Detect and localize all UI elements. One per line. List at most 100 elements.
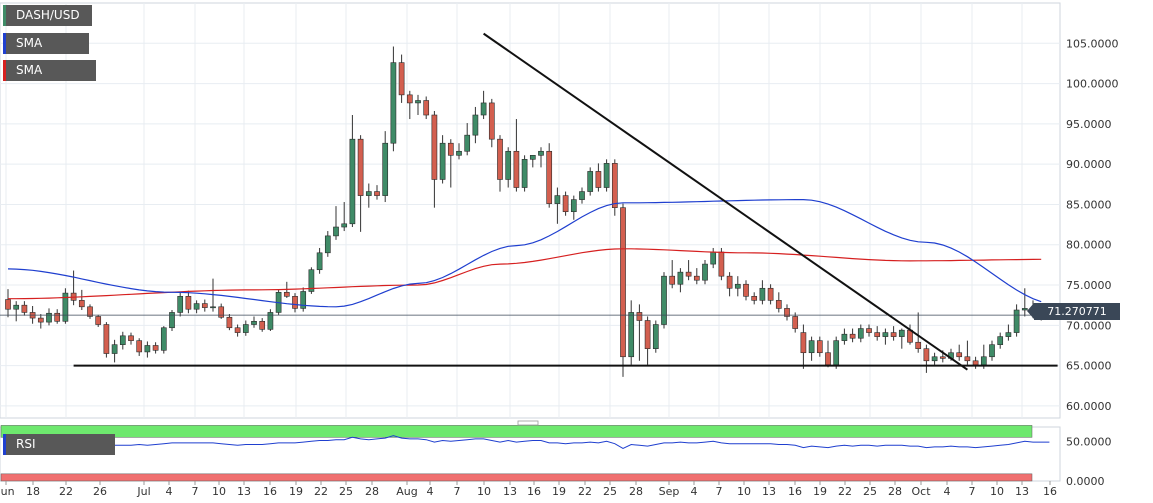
candle-body xyxy=(439,142,446,180)
rsi-legend[interactable]: RSI (14,70,30,1) xyxy=(3,434,115,472)
price-tick-label: 80.0000 xyxy=(1066,239,1112,252)
candle-body xyxy=(5,299,11,310)
time-tick-label: 22 xyxy=(838,485,852,498)
candle-body xyxy=(808,340,815,354)
candle-body xyxy=(775,300,782,309)
candle-body xyxy=(915,341,922,349)
symbol-legend[interactable]: DASH/USD xyxy=(3,5,92,26)
time-tick-label: Sep xyxy=(659,485,680,498)
last-price-badge: 71.270771 xyxy=(1027,303,1120,320)
candle-body xyxy=(661,275,667,325)
candle-body xyxy=(111,344,118,354)
candle-body xyxy=(636,312,643,321)
candle-body xyxy=(890,332,897,337)
candle-body xyxy=(316,252,323,271)
candle-body xyxy=(185,296,192,310)
candle-body xyxy=(365,191,372,196)
candle-body xyxy=(497,138,503,180)
sma50-legend[interactable]: SMA (50,0) xyxy=(3,33,89,71)
candle-body xyxy=(324,235,331,254)
candle-body xyxy=(882,332,889,337)
candle-body xyxy=(103,324,110,354)
time-tick-label: 13 xyxy=(1015,485,1029,498)
time-tick-label: 28 xyxy=(888,485,902,498)
candle-body xyxy=(234,327,241,333)
time-tick-label: 4 xyxy=(166,485,173,498)
candle-body xyxy=(349,138,356,225)
time-tick-label: 16 xyxy=(788,485,802,498)
candle-body xyxy=(874,332,881,337)
candle-body xyxy=(923,348,930,362)
time-tick-label: 25 xyxy=(339,485,353,498)
candle-body xyxy=(431,114,438,180)
candle-body xyxy=(128,335,134,341)
rsi-label: RSI (14,70,30,1) xyxy=(16,437,91,472)
rsi-tick-label: 0.0000 xyxy=(1066,475,1105,488)
candle-body xyxy=(562,195,569,213)
price-tick-label: 95.0000 xyxy=(1066,118,1112,131)
plot-area xyxy=(0,2,1061,419)
time-tick-label: Jun xyxy=(0,485,15,498)
rsi-zone xyxy=(0,425,1033,438)
trendline xyxy=(483,32,968,371)
candle-body xyxy=(259,321,266,330)
candle-body xyxy=(464,134,471,152)
candle-body xyxy=(644,320,651,349)
candle-body xyxy=(792,316,799,329)
candle-body xyxy=(866,328,872,333)
candle-body xyxy=(177,296,184,313)
time-tick-label: 19 xyxy=(813,485,827,498)
candle-body xyxy=(726,275,733,289)
time-tick-label: 4 xyxy=(427,485,434,498)
candle-body xyxy=(398,62,405,96)
time-tick-label: 22 xyxy=(578,485,592,498)
trendlines xyxy=(73,32,1058,371)
time-tick-label: 16 xyxy=(527,485,541,498)
candle-body xyxy=(1013,309,1020,333)
candle-body xyxy=(898,329,905,337)
candle-body xyxy=(554,195,561,204)
candle-body xyxy=(95,316,102,325)
candle-body xyxy=(251,321,257,325)
sma100-swatch xyxy=(3,60,6,81)
last-price-value: 71.270771 xyxy=(1047,305,1107,318)
candle-body xyxy=(382,142,389,196)
candle-body xyxy=(1005,332,1012,337)
rsi-tick-label: 50.0000 xyxy=(1066,435,1112,448)
time-tick-label: 16 xyxy=(1043,485,1057,498)
candle-body xyxy=(825,352,831,366)
sma50-line xyxy=(7,199,1042,308)
panel-splitter-handle xyxy=(517,420,539,426)
candle-body xyxy=(620,207,626,358)
time-tick-label: 19 xyxy=(552,485,566,498)
price-tick-label: 105.0000 xyxy=(1066,37,1119,50)
time-tick-label: 13 xyxy=(503,485,517,498)
time-tick-label: 10 xyxy=(212,485,226,498)
sma100-legend[interactable]: SMA (100,0) xyxy=(3,60,96,98)
candle-body xyxy=(538,150,544,156)
candle-body xyxy=(62,292,69,322)
candle-body xyxy=(710,251,717,265)
candle-body xyxy=(546,150,553,204)
candle-body xyxy=(201,303,208,308)
candle-body xyxy=(300,291,307,309)
time-tick-label: 25 xyxy=(863,485,877,498)
candle-body xyxy=(964,356,971,362)
time-tick-label: 19 xyxy=(289,485,303,498)
time-tick-label: 26 xyxy=(93,485,107,498)
price-tick-label: 65.0000 xyxy=(1066,360,1112,373)
candle-body xyxy=(333,226,339,237)
time-tick-label: 4 xyxy=(691,485,698,498)
time-tick-label: 10 xyxy=(990,485,1004,498)
candle-body xyxy=(505,150,512,180)
candle-body xyxy=(800,332,807,354)
candle-body xyxy=(751,296,758,301)
candle-body xyxy=(702,263,708,281)
candle-body xyxy=(513,150,520,188)
candle-body xyxy=(78,300,85,308)
time-tick-label: 7 xyxy=(192,485,199,498)
candle-body xyxy=(652,324,659,349)
candle-body xyxy=(767,287,774,301)
price-tick-label: 60.0000 xyxy=(1066,400,1112,413)
